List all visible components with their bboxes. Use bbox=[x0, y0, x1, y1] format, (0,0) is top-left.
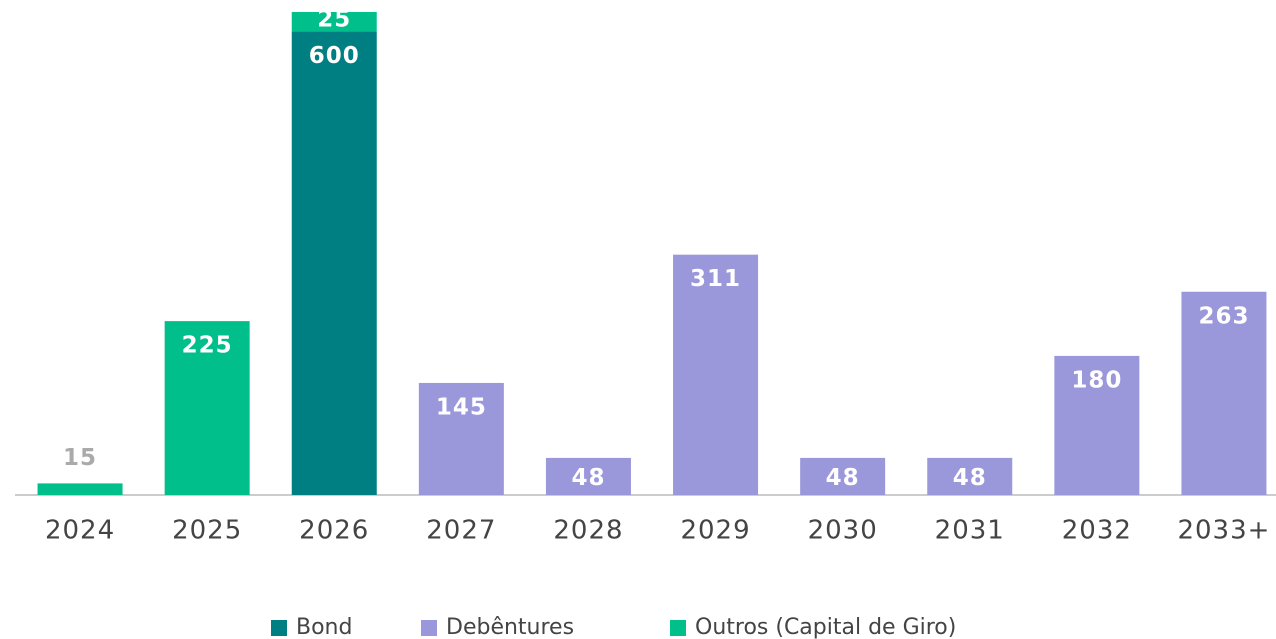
data-label: 48 bbox=[571, 465, 605, 491]
legend-label: Outros (Capital de Giro) bbox=[695, 615, 956, 639]
data-label: 48 bbox=[953, 465, 987, 491]
bar bbox=[1181, 291, 1267, 495]
data-label: 25 bbox=[317, 7, 351, 33]
x-tick-label: 2026 bbox=[299, 516, 369, 546]
x-tick-label: 2033+ bbox=[1177, 516, 1270, 546]
bar bbox=[800, 457, 886, 495]
bar bbox=[291, 31, 377, 495]
bar bbox=[291, 12, 377, 32]
data-label: 225 bbox=[182, 333, 233, 359]
x-tick-label: 2029 bbox=[680, 516, 750, 546]
bar bbox=[927, 457, 1013, 495]
data-label: 600 bbox=[309, 43, 360, 69]
legend-label: Bond bbox=[296, 615, 352, 639]
data-label: 263 bbox=[1198, 303, 1249, 329]
x-tick-label: 2030 bbox=[808, 516, 878, 546]
x-tick-label: 2025 bbox=[172, 516, 242, 546]
legend-swatch bbox=[670, 620, 686, 636]
bar bbox=[545, 457, 631, 495]
x-tick-label: 2027 bbox=[426, 516, 496, 546]
x-tick-label: 2032 bbox=[1062, 516, 1132, 546]
bar bbox=[673, 254, 759, 495]
bar bbox=[1054, 355, 1140, 495]
x-tick-label: 2024 bbox=[45, 516, 115, 546]
data-label: 145 bbox=[436, 394, 487, 420]
data-label: 311 bbox=[690, 266, 741, 292]
x-tick-label: 2031 bbox=[935, 516, 1005, 546]
bar bbox=[164, 321, 250, 495]
bar bbox=[418, 382, 504, 495]
legend-swatch bbox=[271, 620, 287, 636]
legend-swatch bbox=[421, 620, 437, 636]
x-tick-label: 2028 bbox=[553, 516, 623, 546]
data-label: 15 bbox=[63, 445, 97, 471]
legend-label: Debêntures bbox=[446, 615, 574, 639]
data-label: 180 bbox=[1071, 367, 1122, 393]
bar bbox=[37, 483, 123, 495]
data-label: 48 bbox=[826, 465, 860, 491]
